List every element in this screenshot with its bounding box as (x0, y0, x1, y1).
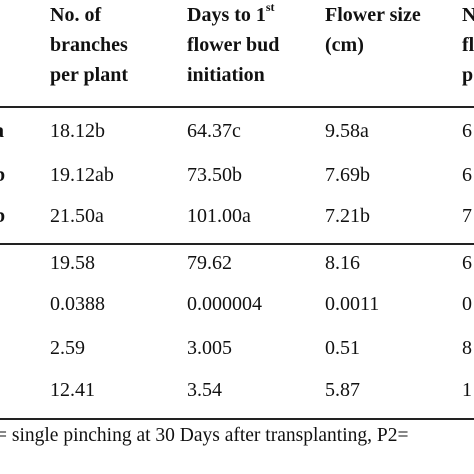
cell-s1-branches: 19.58 (50, 252, 95, 274)
cell-r2-cut: 6 (462, 164, 472, 186)
row-stub-1: a (0, 119, 4, 143)
header-cut-column: N fl p (462, 0, 474, 90)
cell-r2-flower-size: 7.69b (325, 164, 370, 186)
cell-r1-cut: 6 (462, 120, 472, 142)
header-rule (0, 106, 474, 108)
cell-s3-flower-size: 0.51 (325, 337, 360, 359)
cell-r3-flower-size: 7.21b (325, 205, 370, 227)
header-days-line2: flower bud (187, 34, 280, 56)
cell-r2-branches: 19.12ab (50, 164, 114, 186)
cell-s4-cut: 1 (462, 379, 472, 401)
header-days-sup: st (265, 0, 275, 15)
header-days-line1-text: Days to 1 (187, 4, 266, 26)
header-days-line1: Days to 1st (187, 0, 279, 30)
cell-r2-days: 73.50b (187, 164, 242, 186)
cell-r1-days: 64.37c (187, 120, 241, 142)
cell-s2-days: 0.000004 (187, 293, 262, 315)
header-cut-line2: fl (462, 34, 474, 56)
cell-s2-flower-size: 0.0011 (325, 293, 380, 315)
cell-s1-flower-size: 8.16 (325, 252, 360, 274)
header-cut-line1: N (462, 4, 474, 26)
cell-s2-cut: 0 (462, 293, 472, 315)
header-branches-line3: per plant (50, 64, 128, 86)
header-flower-size-line2: (cm) (325, 34, 364, 56)
stats-rule (0, 243, 474, 245)
cell-s4-days: 3.54 (187, 379, 222, 401)
header-cut-line3: p (462, 64, 474, 86)
cell-s3-cut: 8 (462, 337, 472, 359)
header-flower-size: Flower size (cm) (325, 0, 421, 60)
cell-s3-branches: 2.59 (50, 337, 85, 359)
cell-s4-flower-size: 5.87 (325, 379, 360, 401)
header-branches-line2: branches (50, 34, 128, 56)
header-flower-size-line1: Flower size (325, 4, 421, 26)
header-days: Days to 1st flower bud initiation (187, 0, 279, 90)
row-stub-3: b (0, 204, 5, 228)
bottom-rule (0, 418, 474, 420)
cell-r1-flower-size: 9.58a (325, 120, 369, 142)
cell-s1-days: 79.62 (187, 252, 232, 274)
header-branches-line1: No. of (50, 4, 102, 26)
cell-r3-days: 101.00a (187, 205, 251, 227)
header-branches: No. of branches per plant (50, 0, 128, 90)
cell-s2-branches: 0.0388 (50, 293, 105, 315)
row-stub-2: b (0, 163, 5, 187)
cell-s1-cut: 6 (462, 252, 472, 274)
table-footnote: = single pinching at 30 Days after trans… (0, 425, 409, 446)
header-days-line3: initiation (187, 64, 265, 86)
cell-s3-days: 3.005 (187, 337, 232, 359)
cell-s4-branches: 12.41 (50, 379, 95, 401)
cell-r1-branches: 18.12b (50, 120, 105, 142)
cell-r3-cut: 7 (462, 205, 472, 227)
cell-r3-branches: 21.50a (50, 205, 104, 227)
